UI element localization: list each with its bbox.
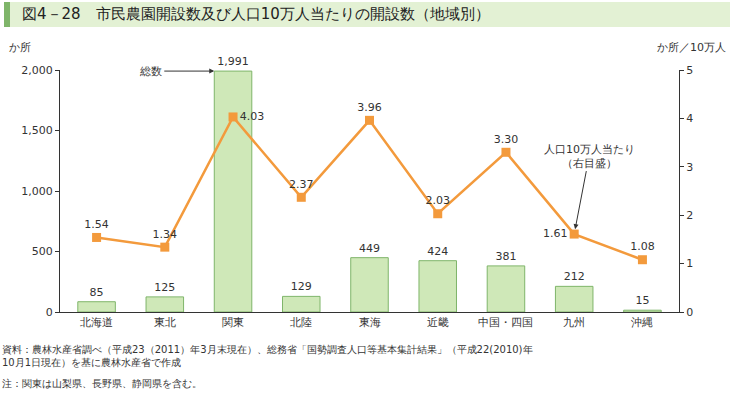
svg-text:沖縄: 沖縄 (631, 316, 653, 329)
svg-text:総数: 総数 (139, 65, 162, 78)
svg-text:4.03: 4.03 (240, 110, 264, 123)
svg-text:九州: 九州 (563, 316, 585, 329)
svg-text:近畿: 近畿 (427, 316, 449, 329)
svg-text:85: 85 (90, 286, 104, 299)
svg-text:関東: 関東 (222, 316, 244, 329)
svg-text:4: 4 (686, 112, 693, 125)
svg-text:2.37: 2.37 (289, 178, 314, 191)
svg-text:人口10万人当たり（右目盛）: 人口10万人当たり（右目盛） (544, 143, 635, 170)
svg-text:449: 449 (359, 242, 380, 255)
svg-text:1,991: 1,991 (217, 55, 249, 68)
svg-text:1.08: 1.08 (630, 240, 655, 253)
svg-text:注：関東は山梨県、長野県、静岡県を含む。: 注：関東は山梨県、長野県、静岡県を含む。 (2, 378, 202, 389)
svg-text:500: 500 (32, 245, 53, 258)
svg-text:北海道: 北海道 (80, 316, 113, 329)
svg-text:2: 2 (686, 209, 693, 222)
svg-text:東海: 東海 (359, 316, 381, 329)
svg-text:125: 125 (154, 281, 175, 294)
svg-text:1,000: 1,000 (21, 185, 53, 198)
svg-text:か所: か所 (9, 41, 31, 54)
svg-text:1.54: 1.54 (84, 218, 109, 231)
svg-text:212: 212 (564, 270, 585, 283)
svg-text:0: 0 (686, 306, 693, 319)
svg-text:3.96: 3.96 (357, 101, 382, 114)
svg-text:1: 1 (686, 257, 693, 270)
svg-text:0: 0 (46, 306, 53, 319)
svg-text:381: 381 (495, 250, 516, 263)
svg-text:北陸: 北陸 (290, 316, 312, 329)
svg-text:129: 129 (291, 280, 312, 293)
svg-text:15: 15 (635, 294, 649, 307)
svg-text:図4－28 市民農園開設数及び人口10万人当たりの開設数（地: 図4－28 市民農園開設数及び人口10万人当たりの開設数（地域別） (22, 5, 490, 23)
svg-text:か所／10万人: か所／10万人 (657, 41, 726, 54)
svg-text:3.30: 3.30 (494, 133, 518, 146)
svg-text:424: 424 (427, 245, 448, 258)
svg-text:3: 3 (686, 161, 693, 174)
svg-text:1.34: 1.34 (153, 228, 178, 241)
svg-text:1.61: 1.61 (543, 227, 568, 240)
svg-text:5: 5 (686, 64, 693, 77)
svg-text:2,000: 2,000 (21, 64, 53, 77)
svg-text:1,500: 1,500 (21, 124, 53, 137)
svg-text:東北: 東北 (154, 316, 176, 329)
svg-text:2.03: 2.03 (425, 194, 450, 207)
svg-text:資料：農林水産省調べ（平成23（2011）年3月末現在）、総: 資料：農林水産省調べ（平成23（2011）年3月末現在）、総務省「国勢調査人口等… (2, 344, 533, 368)
svg-text:中国・四国: 中国・四国 (478, 316, 533, 329)
